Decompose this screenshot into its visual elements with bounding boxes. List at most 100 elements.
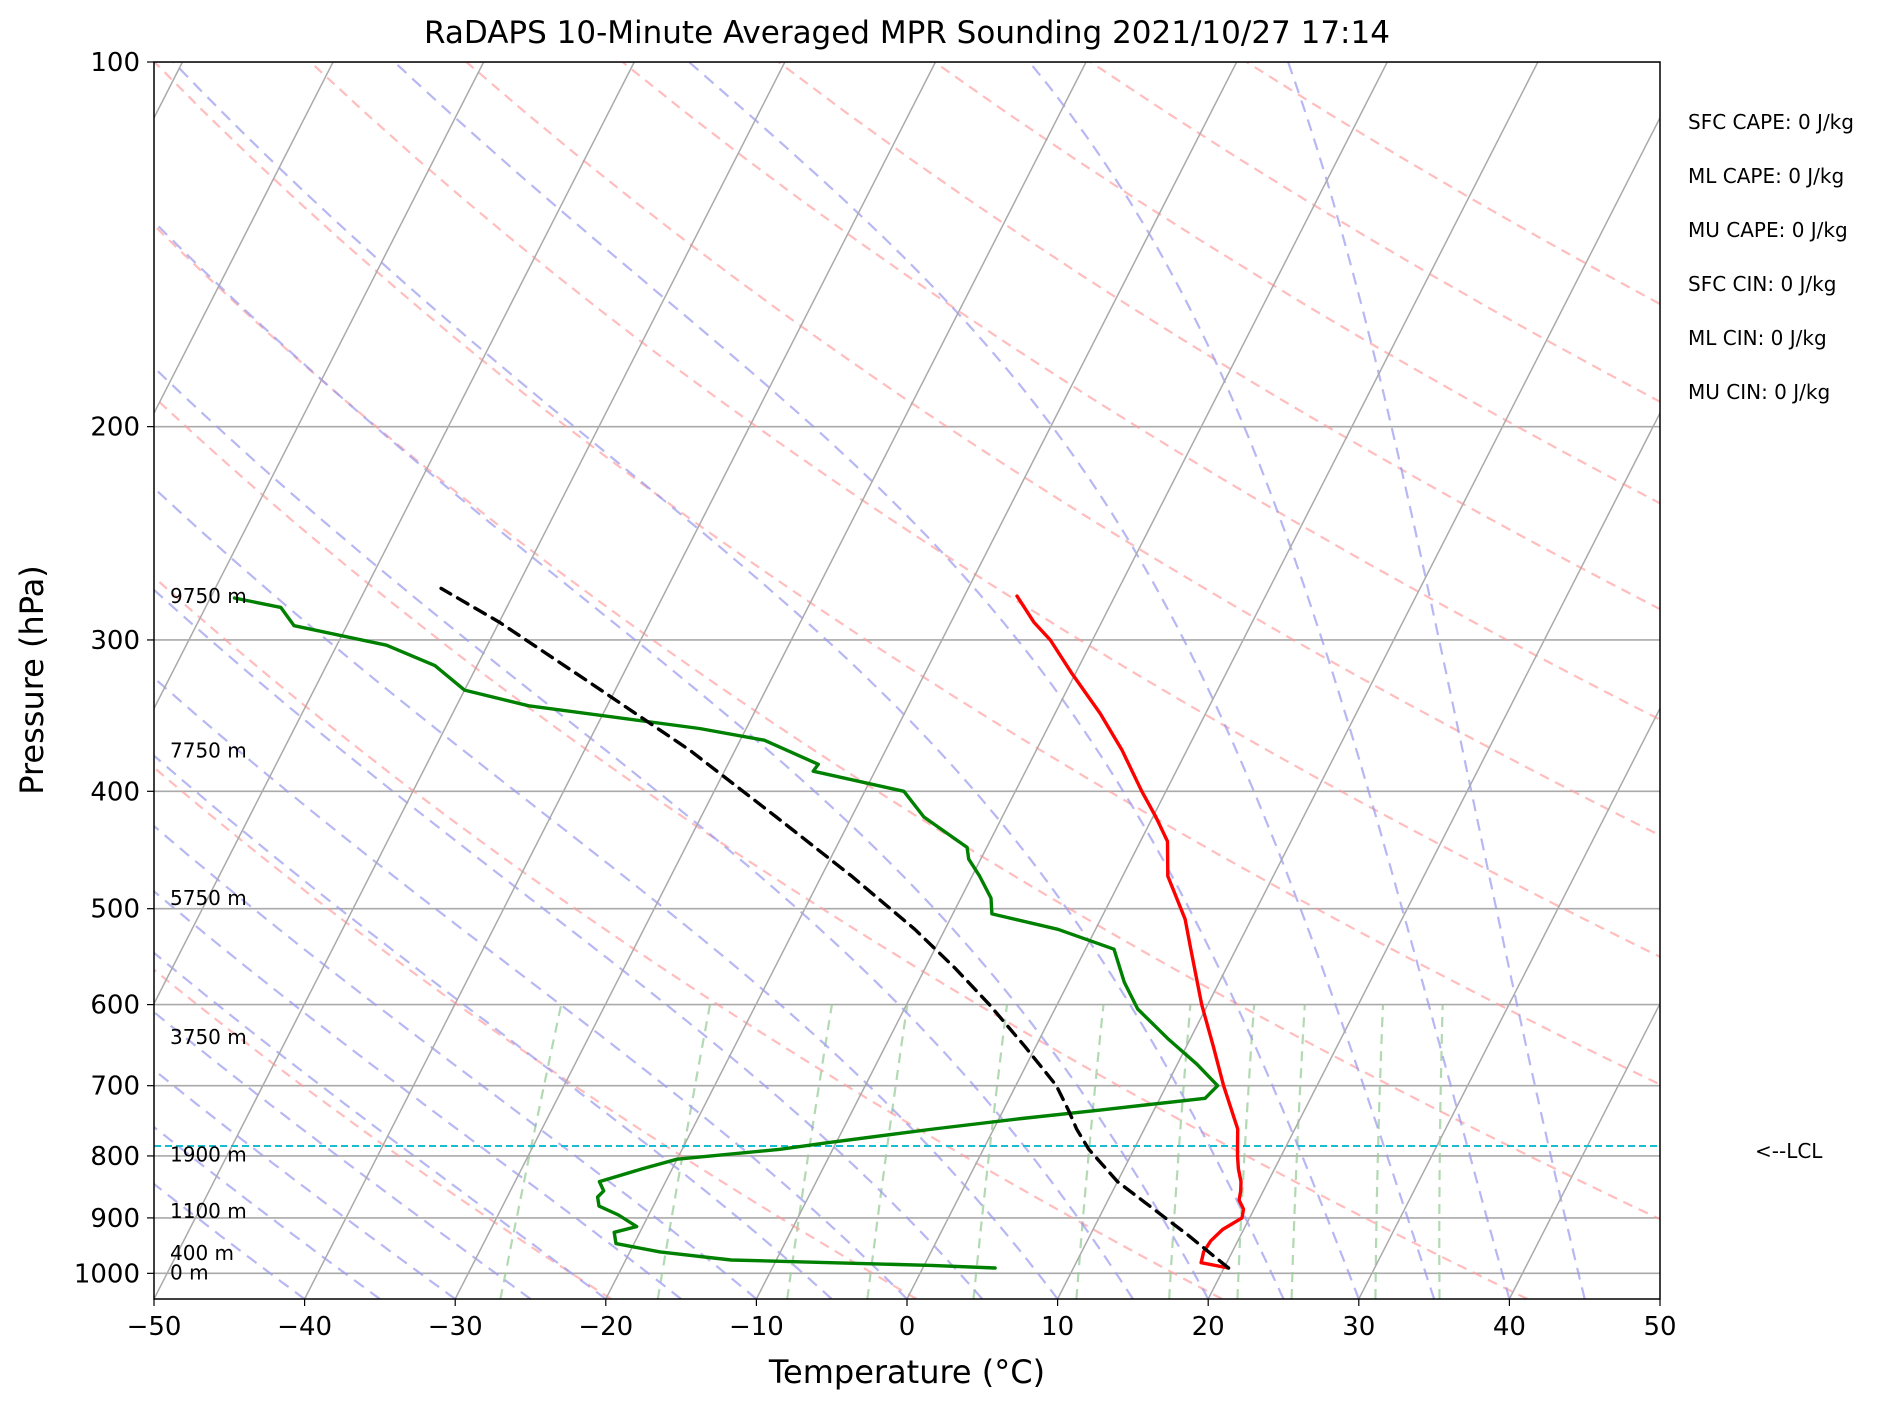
moist-adiabat [154, 1068, 456, 1299]
isotherm [1508, 1002, 1660, 1299]
parcel-profile [439, 586, 1231, 1270]
mixing-ratio-line [1438, 1004, 1444, 1299]
x-tick-label-30: 30 [1342, 1312, 1375, 1342]
x-tick-label-50: 50 [1643, 1312, 1676, 1342]
dry-adiabat [1089, 62, 1660, 403]
x-tick-label-20: 20 [1192, 1312, 1225, 1342]
moist-adiabat [154, 1010, 532, 1299]
moist-adiabat [172, 62, 1285, 1299]
x-tick-label--50: −50 [127, 1312, 182, 1342]
y-tick-label-700: 700 [90, 1072, 140, 1102]
mixing-ratio-line [786, 1004, 833, 1299]
dry-adiabat [1245, 62, 1660, 306]
x-axis-ticks: −50 −40 −30 −20 −10 0 10 20 30 40 50 [127, 1299, 1677, 1342]
moist-adiabat [154, 824, 758, 1299]
height-label: 7750 m [170, 738, 247, 762]
isotherm [154, 62, 635, 1006]
y-tick-label-100: 100 [90, 48, 140, 78]
mixing-ratio-line [972, 1004, 1009, 1299]
index-text: SFC CAPE: 0 J/kg [1688, 110, 1854, 134]
x-tick-label--20: −20 [578, 1312, 633, 1342]
x-tick-label-40: 40 [1493, 1312, 1526, 1342]
moist-adiabat [688, 62, 1436, 1299]
moist-adiabat [154, 951, 607, 1299]
x-tick-label-10: 10 [1041, 1312, 1074, 1342]
y-tick-label-400: 400 [90, 777, 140, 807]
y-tick-label-600: 600 [90, 991, 140, 1021]
mixing-ratio-line [499, 1004, 563, 1299]
isotherm [1207, 411, 1660, 1299]
dry-adiabat [465, 62, 1660, 837]
moist-adiabat [154, 1182, 306, 1299]
dry-adiabat [154, 395, 1528, 1299]
dry-adiabat [154, 968, 612, 1299]
dry-adiabat [154, 223, 1660, 1221]
y-tick-label-900: 900 [90, 1204, 140, 1234]
y-tick-label-200: 200 [90, 413, 140, 443]
mixing-ratio-line [1236, 1004, 1256, 1299]
index-text: ML CAPE: 0 J/kg [1688, 164, 1844, 188]
height-label: 5750 m [170, 886, 247, 910]
isotherm [755, 62, 1388, 1299]
dry-adiabat [777, 62, 1660, 611]
moist-adiabat [154, 220, 1210, 1299]
y-axis-ticks: 100 200 300 400 500 600 700 800 900 1000 [74, 48, 154, 1289]
isotherm [1811, 62, 1882, 1299]
mixing-ratio-line [1290, 1004, 1306, 1299]
moist-adiabat [154, 754, 833, 1299]
isotherm [154, 62, 485, 711]
height-label: 1900 m [170, 1143, 247, 1167]
isotherm [303, 62, 937, 1299]
height-label: 0 m [170, 1260, 209, 1284]
dewpoint-profile [232, 596, 1220, 1270]
x-tick-label--40: −40 [277, 1312, 332, 1342]
mixing-ratio-line [866, 1004, 909, 1299]
x-tick-label-0: 0 [899, 1312, 916, 1342]
y-axis-label: Pressure (hPa) [13, 565, 51, 795]
moist-adiabats [154, 62, 1586, 1299]
mixing-ratio-line [1075, 1004, 1105, 1299]
moist-adiabat [393, 62, 1360, 1299]
isotherm [605, 62, 1238, 1299]
plot-frame [153, 61, 1661, 1300]
dry-adiabats [154, 62, 1660, 1299]
height-label: 400 m [170, 1241, 234, 1265]
dry-adiabat [309, 62, 1660, 958]
chart-title: RaDAPS 10-Minute Averaged MPR Sounding 2… [424, 15, 1390, 51]
stability-indices: SFC CAPE: 0 J/kg ML CAPE: 0 J/kg MU CAPE: … [1688, 110, 1854, 404]
isotherm [154, 62, 334, 415]
x-tick-label--30: −30 [428, 1312, 483, 1342]
isotherm [1358, 706, 1660, 1299]
x-axis-label: Temperature (°C) [768, 1353, 1045, 1391]
mixing-ratio-line [656, 1004, 712, 1299]
height-label: 9750 m [170, 584, 247, 608]
y-tick-label-500: 500 [90, 895, 140, 925]
index-text: MU CIN: 0 J/kg [1688, 380, 1830, 404]
mixing-ratio-line [1168, 1004, 1192, 1299]
isotherm [906, 62, 1539, 1299]
moist-adiabat [1028, 62, 1511, 1299]
height-label: 3750 m [170, 1025, 247, 1049]
isotherm [1056, 116, 1660, 1299]
lcl-label: <--LCL [1755, 1139, 1823, 1163]
isotherm [1659, 1297, 1660, 1299]
index-text: SFC CIN: 0 J/kg [1688, 272, 1836, 296]
moist-adiabat [154, 889, 682, 1299]
dry-adiabat [154, 766, 918, 1299]
index-text: MU CAPE: 0 J/kg [1688, 218, 1848, 242]
isotherm [154, 62, 786, 1299]
profile-lines [232, 586, 1246, 1270]
moist-adiabat [154, 365, 1134, 1299]
height-label: 1100 m [170, 1199, 247, 1223]
dry-adiabat [154, 62, 1660, 1086]
moist-adiabat [154, 588, 984, 1299]
moist-adiabat [1287, 62, 1586, 1299]
y-tick-label-800: 800 [90, 1142, 140, 1172]
x-tick-label--10: −10 [729, 1312, 784, 1342]
skewed-isotherms [154, 62, 1882, 1299]
moist-adiabat [154, 486, 1059, 1299]
y-tick-label-300: 300 [90, 626, 140, 656]
mixing-ratio-line [1374, 1004, 1385, 1299]
index-text: ML CIN: 0 J/kg [1688, 326, 1827, 350]
